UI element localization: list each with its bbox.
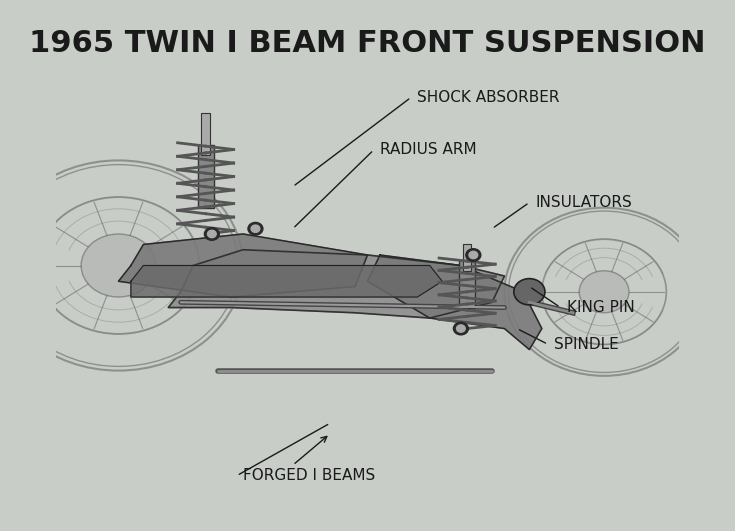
Text: RADIUS ARM: RADIUS ARM (380, 142, 476, 157)
Text: INSULATORS: INSULATORS (536, 195, 632, 210)
Text: SPINDLE: SPINDLE (554, 337, 619, 352)
Text: SHOCK ABSORBER: SHOCK ABSORBER (417, 90, 560, 105)
Circle shape (456, 325, 465, 332)
Circle shape (514, 279, 545, 305)
Circle shape (579, 271, 629, 313)
Circle shape (81, 234, 156, 297)
Polygon shape (368, 255, 542, 349)
Text: 1965 TWIN I BEAM FRONT SUSPENSION: 1965 TWIN I BEAM FRONT SUSPENSION (29, 29, 706, 58)
Text: FORGED I BEAMS: FORGED I BEAMS (243, 468, 376, 483)
Circle shape (207, 230, 216, 238)
Text: KING PIN: KING PIN (567, 300, 634, 315)
Bar (201, 113, 210, 155)
Circle shape (251, 225, 259, 233)
Polygon shape (131, 266, 442, 297)
Polygon shape (168, 250, 504, 318)
Circle shape (466, 249, 481, 261)
Bar (198, 144, 214, 208)
Bar (459, 260, 476, 307)
Circle shape (248, 222, 263, 235)
Bar (463, 244, 471, 271)
Circle shape (453, 322, 468, 335)
Circle shape (204, 228, 219, 241)
Circle shape (469, 251, 478, 259)
Polygon shape (118, 234, 368, 297)
